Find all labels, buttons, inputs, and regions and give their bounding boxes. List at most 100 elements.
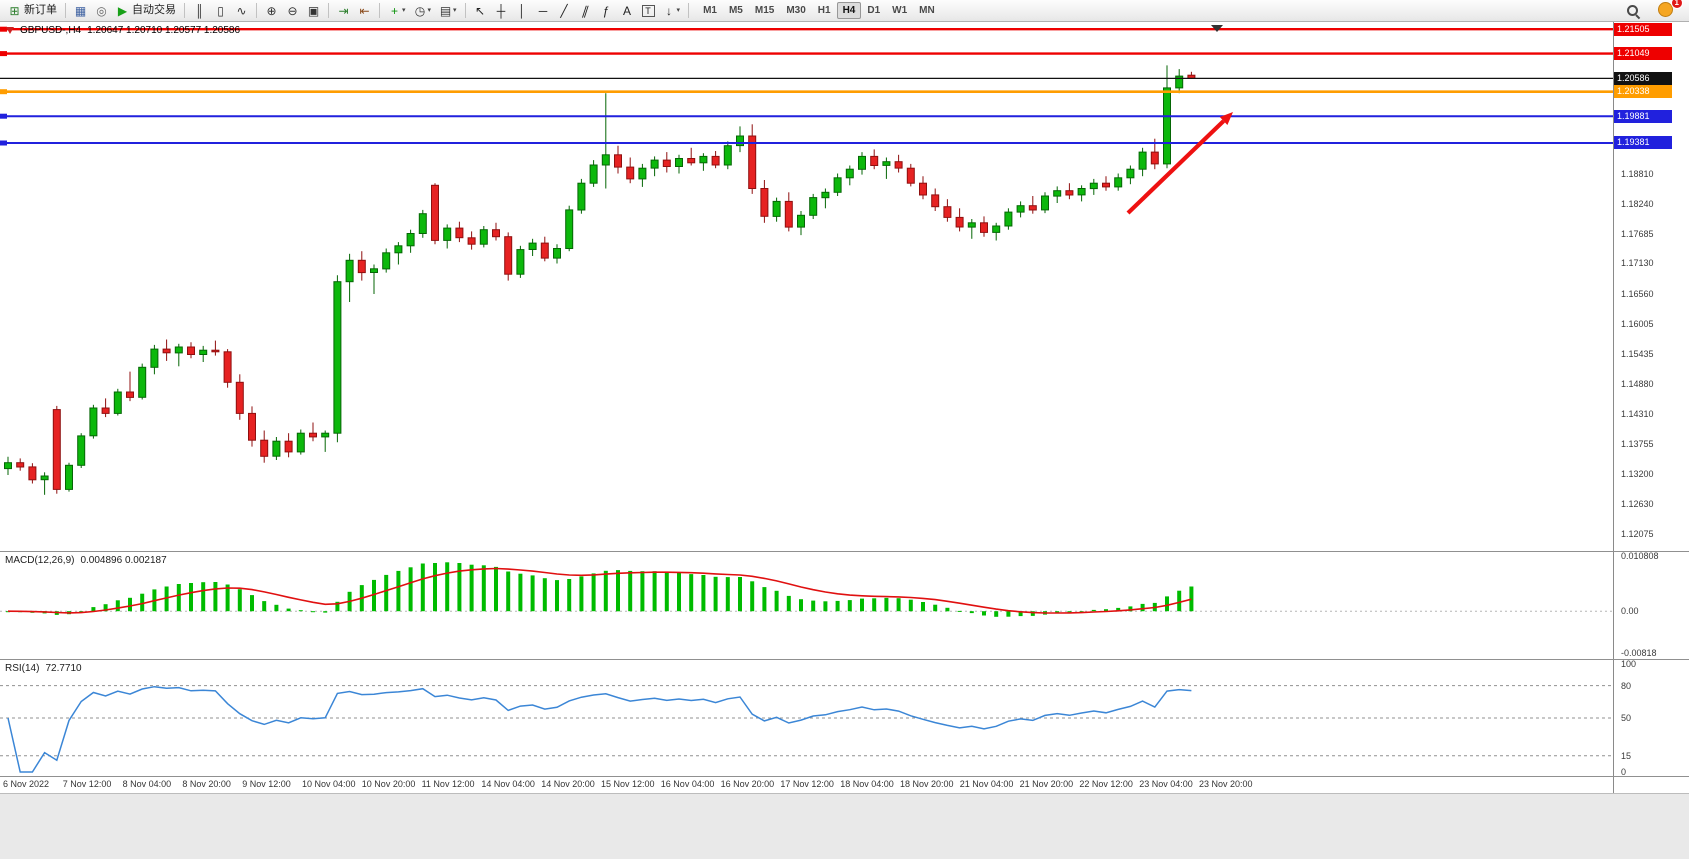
tile-windows-button[interactable]: ▣ [304, 2, 323, 20]
vertical-line-button[interactable]: │ [513, 2, 532, 20]
dropdown-caret-icon: ▾ [427, 7, 432, 14]
macd-label: MACD(12,26,9) 0.004896 0.002187 [5, 555, 167, 566]
dropdown-caret-icon: ▾ [676, 7, 681, 14]
hline-icon: ─ [538, 3, 548, 18]
toolbar-separator [688, 3, 690, 18]
trendline-button[interactable]: ╱ [555, 2, 574, 20]
line-chart-button[interactable]: ∿ [232, 2, 251, 20]
toolbar-buttons: ⊞ 新订单 ▦ ◎ ▶ 自动交易 ║ ▯ ∿ ⊕ ⊖ ▣ ⇥ ⇤ + ▾ ◷ ▾ ▤ ▾ ↖ ┼ │ ─ ╱ ∥ ƒ A T ↓ ▾ [4, 2, 684, 20]
periods-button[interactable]: ◷ ▾ [411, 2, 435, 20]
chart-shift-button[interactable]: ⇤ [355, 2, 374, 20]
symbol-marker-icon [6, 27, 14, 34]
toolbar: ⊞ 新订单 ▦ ◎ ▶ 自动交易 ║ ▯ ∿ ⊕ ⊖ ▣ ⇥ ⇤ + ▾ ◷ ▾ ▤ ▾ ↖ ┼ │ ─ ╱ ∥ ƒ A T ↓ ▾ M1 M… [0, 0, 1689, 22]
bid-price-box: 1.20586 [1614, 71, 1672, 85]
templates-icon: ▤ [439, 3, 452, 18]
templates-button[interactable]: ▤ ▾ [436, 2, 460, 20]
fibonacci-icon: ƒ [602, 3, 610, 18]
auto-trading-icon: ▶ [117, 3, 128, 18]
macd-panel[interactable] [0, 552, 1613, 659]
auto-trading-label: 自动交易 [132, 4, 176, 16]
ohlc-values: 1.20647 1.20710 1.20577 1.20586 [87, 25, 241, 36]
crosshair-icon: ┼ [496, 3, 506, 18]
rsi-panel[interactable] [0, 660, 1613, 776]
toolbar-separator [464, 3, 466, 18]
symbol-period-label: GBPUSD-,H4 [20, 25, 82, 36]
channel-button[interactable]: ∥ [576, 2, 595, 20]
account-icon [1658, 1, 1673, 17]
fibonacci-button[interactable]: ƒ [597, 2, 616, 20]
indicators-icon: + [390, 3, 398, 18]
notification-badge: 1 [1670, 0, 1683, 9]
text-button[interactable]: A [618, 2, 637, 20]
price-level-box: 1.21505 [1614, 22, 1672, 36]
auto-scroll-icon: ⇥ [338, 3, 349, 18]
time-axis[interactable]: 6 Nov 2022 7 Nov 12:00 8 Nov 04:00 8 Nov 20… [0, 777, 1613, 793]
timeframe-h1-button[interactable]: H1 [817, 5, 831, 16]
macd-scale-label: 0.00 [1621, 606, 1639, 617]
auto-scroll-button[interactable]: ⇥ [334, 2, 353, 20]
arrows-button[interactable]: ↓ ▾ [660, 2, 684, 20]
arrows-icon: ↓ [666, 3, 673, 18]
timeframe-h4-button[interactable]: H4 [836, 2, 862, 19]
price-level-box: 1.20338 [1614, 85, 1672, 99]
time-axis-label: 16 Nov 04:00 [660, 779, 715, 789]
indicators-button[interactable]: + ▾ [385, 2, 409, 20]
toolbar-separator [379, 3, 380, 18]
time-axis-label: 21 Nov 20:00 [1019, 779, 1074, 789]
clock-icon: ◷ [414, 3, 426, 18]
time-axis-label: 14 Nov 04:00 [481, 779, 535, 789]
dropdown-caret-icon: ▾ [453, 7, 457, 14]
price-level-box: 1.19881 [1614, 109, 1672, 123]
panel-separator[interactable] [0, 659, 1689, 660]
search-button[interactable] [1623, 2, 1643, 20]
price-tick-label: 1.12075 [1621, 529, 1654, 540]
macd-values: 0.004896 0.002187 [80, 555, 167, 566]
crosshair-button[interactable]: ┼ [492, 2, 511, 20]
bar-chart-button[interactable]: ║ [190, 2, 209, 20]
price-tick-label: 1.13755 [1621, 439, 1654, 450]
profiles-button[interactable]: ◎ [92, 2, 111, 20]
macd-scale-label: -0.00818 [1621, 648, 1657, 658]
auto-trading-button[interactable]: ▶ 自动交易 [113, 2, 179, 20]
horizontal-line-button[interactable]: ─ [534, 2, 553, 20]
new-order-button[interactable]: ⊞ 新订单 [5, 2, 60, 20]
zoom-in-button[interactable]: ⊕ [262, 2, 281, 20]
account-button[interactable]: 1 [1655, 0, 1683, 20]
label-icon: T [641, 4, 655, 17]
time-axis-label: 8 Nov 04:00 [122, 779, 172, 789]
channel-icon: ∥ [579, 3, 591, 18]
trendline-icon: ╱ [560, 3, 568, 18]
timeframe-w1-button[interactable]: W1 [892, 5, 908, 16]
profiles-icon: ◎ [96, 3, 107, 18]
time-axis-label: 10 Nov 04:00 [302, 779, 356, 789]
timeframe-d1-button[interactable]: D1 [867, 5, 881, 16]
zoom-out-button[interactable]: ⊖ [283, 2, 302, 20]
chart-window-icon: ▦ [74, 3, 87, 18]
time-axis-label: 18 Nov 20:00 [900, 779, 954, 789]
timeframe-m5-button[interactable]: M5 [728, 5, 743, 16]
candlestick-chart-button[interactable]: ▯ [211, 2, 230, 20]
zoom-out-icon: ⊖ [287, 3, 298, 18]
rsi-scale-label: 100 [1621, 659, 1637, 669]
cursor-button[interactable]: ↖ [471, 2, 490, 20]
timeframe-m15-button[interactable]: M15 [754, 5, 775, 16]
timeframe-m30-button[interactable]: M30 [786, 5, 806, 16]
price-axis[interactable]: 1.18810 1.18240 1.17685 1.17130 1.16560 1.160… [1613, 22, 1689, 793]
open-chart-button[interactable]: ▦ [71, 2, 90, 20]
price-level-box: 1.19381 [1614, 136, 1672, 150]
time-axis-label: 7 Nov 12:00 [62, 779, 112, 789]
new-order-label: 新订单 [24, 4, 57, 16]
text-label-button[interactable]: T [639, 2, 658, 20]
time-axis-label: 11 Nov 12:00 [421, 779, 475, 789]
rsi-name: RSI(14) [5, 663, 40, 674]
main-price-chart[interactable] [0, 22, 1613, 551]
time-axis-label: 18 Nov 04:00 [840, 779, 894, 789]
price-tick-label: 1.12630 [1621, 499, 1654, 510]
timeframe-m1-button[interactable]: M1 [703, 5, 717, 16]
timeframe-mn-button[interactable]: MN [919, 5, 935, 16]
panel-separator[interactable] [0, 551, 1689, 552]
vline-icon: │ [518, 3, 526, 18]
price-tick-label: 1.17130 [1621, 258, 1654, 269]
rsi-scale-label: 50 [1621, 713, 1632, 723]
